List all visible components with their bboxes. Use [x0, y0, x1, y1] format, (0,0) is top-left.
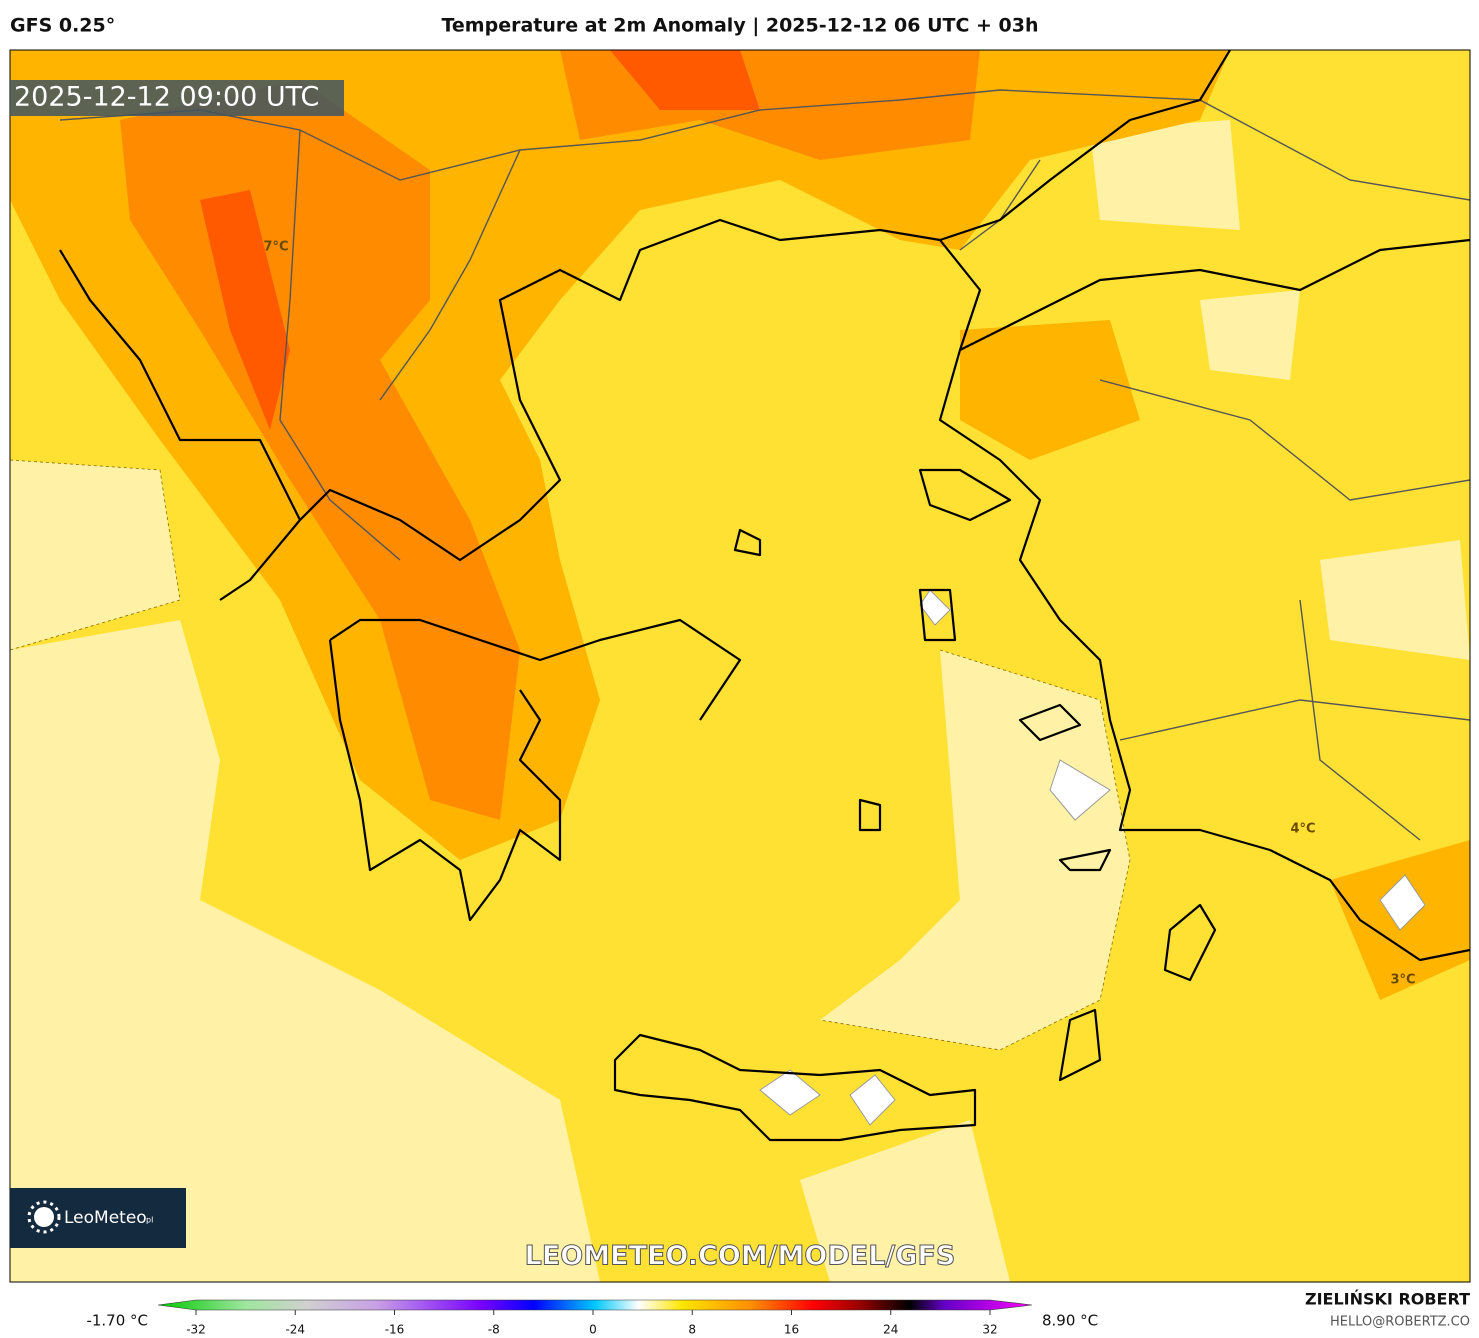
model-name: GFS 0.25°	[10, 15, 115, 37]
pale-area	[820, 650, 1130, 1050]
colorbar-tick-label: -8	[488, 1323, 500, 1337]
temp-label: 7°C	[263, 240, 288, 255]
credit-email: HELLO@ROBERTZ.CO	[1330, 1315, 1470, 1330]
pale-area	[800, 1120, 1010, 1282]
island	[613, 468, 1217, 1142]
logo-sun	[34, 1207, 54, 1227]
temp-label: 4°C	[1290, 822, 1315, 837]
logo-suffix: pl	[146, 1216, 153, 1225]
timestamp: 2025-12-12 09:00 UTC	[14, 82, 319, 113]
colorbar-tick-label: -24	[285, 1323, 305, 1337]
pale-area	[10, 460, 600, 1282]
colorbar-tick-label: 0	[589, 1323, 597, 1337]
colorbar-ticks: -32 -24 -16 -8 0 8 16 24 32	[186, 1310, 998, 1337]
map-frame	[9, 49, 1471, 1283]
colorbar-tick-label: -16	[385, 1323, 405, 1337]
coastline	[59, 50, 1470, 962]
logo-rays	[27, 1200, 61, 1234]
hottest-area	[200, 50, 760, 430]
colorbar-tick-label: -32	[186, 1323, 206, 1337]
pale-area	[1090, 120, 1470, 660]
colorbar-tick-label: 32	[982, 1323, 997, 1337]
logo-text: LeoMeteo	[64, 1208, 147, 1228]
colorbar-min: -1.70 °C	[86, 1312, 148, 1330]
colorbar-tick-label: 8	[688, 1323, 696, 1337]
colorbar-tick-label: 16	[784, 1323, 799, 1337]
warm-area	[960, 320, 1470, 1000]
colorbar	[157, 1299, 1033, 1311]
colorbar-tick-label: 24	[883, 1323, 898, 1337]
watermark: LEOMETEO.COM/MODEL/GFS	[525, 1241, 956, 1272]
isoline	[10, 459, 1131, 1051]
map	[10, 50, 1470, 1282]
cool-spot	[759, 589, 1426, 1126]
credit-author: ZIELIŃSKI ROBERT	[1305, 1290, 1470, 1309]
colorbar-max: 8.90 °C	[1042, 1312, 1098, 1330]
temp-label: 3°C	[1390, 973, 1415, 988]
map-title: Temperature at 2m Anomaly | 2025-12-12 0…	[441, 15, 1038, 37]
timestamp-box	[10, 80, 344, 116]
